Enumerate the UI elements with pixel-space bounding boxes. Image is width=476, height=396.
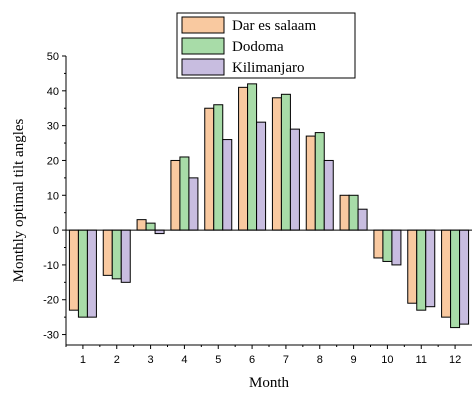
y-tick-label: -10	[43, 260, 59, 272]
x-tick-label: 8	[317, 354, 323, 366]
bar-dodoma-month-12	[450, 229, 461, 329]
bar-kilimanjaro-month-5	[222, 139, 233, 231]
legend: Dar es salaam Dodoma Kilimanjaro	[176, 12, 356, 79]
bar-dar-es-salaam-month-5	[204, 107, 215, 231]
y-tick-label: 50	[47, 51, 59, 63]
bar-dodoma-month-5	[213, 104, 224, 231]
bar-dar-es-salaam-month-9	[339, 194, 350, 231]
legend-swatch	[181, 16, 225, 34]
y-ticks: -30 -20 -10 0 10 20 30 40 50	[43, 51, 66, 342]
bar-dodoma-month-2	[111, 229, 122, 280]
bar-kilimanjaro-month-4	[188, 177, 199, 231]
bar-kilimanjaro-month-3	[154, 229, 165, 235]
y-tick-label: -20	[43, 295, 59, 307]
x-tick-label: 2	[114, 354, 120, 366]
bar-kilimanjaro-month-6	[256, 121, 267, 231]
bar-dodoma-month-9	[348, 194, 359, 231]
bar-dar-es-salaam-month-2	[102, 229, 113, 276]
x-tick-label: 1	[80, 354, 86, 366]
bar-dodoma-month-10	[382, 229, 393, 262]
y-axis-title: Monthly optimal tilt angles	[11, 118, 27, 282]
bar-kilimanjaro-month-12	[459, 229, 470, 325]
bar-dar-es-salaam-month-6	[238, 86, 249, 231]
x-tick-label: 10	[381, 354, 393, 366]
bar-dodoma-month-4	[179, 156, 190, 231]
legend-label: Kilimanjaro	[232, 60, 304, 76]
bar-dodoma-month-7	[280, 93, 291, 231]
bar-kilimanjaro-month-8	[323, 159, 334, 231]
legend-label: Dar es salaam	[232, 18, 316, 34]
bar-kilimanjaro-month-9	[357, 208, 368, 231]
x-tick-label: 7	[283, 354, 289, 366]
bar-dar-es-salaam-month-7	[271, 97, 282, 231]
y-tick-label: 30	[47, 121, 59, 133]
y-tick-label: 0	[53, 225, 59, 237]
x-tick-label: 3	[148, 354, 154, 366]
bar-dodoma-month-3	[145, 222, 156, 231]
bar-dodoma-month-1	[77, 229, 88, 318]
bar-dodoma-month-11	[416, 229, 427, 311]
y-tick-label: -30	[43, 330, 59, 342]
bar-kilimanjaro-month-2	[120, 229, 131, 283]
x-ticks: 1 2 3 4 5 6 7 8 9 10 11 12	[65, 345, 461, 366]
bar-dar-es-salaam-month-10	[373, 229, 384, 259]
x-tick-label: 6	[249, 354, 255, 366]
bar-dar-es-salaam-month-1	[68, 229, 79, 311]
x-axis-title: Month	[249, 375, 290, 391]
y-tick-label: 20	[47, 155, 59, 167]
bar-dar-es-salaam-month-4	[170, 159, 181, 231]
x-tick-label: 5	[215, 354, 221, 366]
x-tick-label: 12	[449, 354, 461, 366]
legend-label: Dodoma	[232, 39, 284, 55]
x-tick-label: 11	[416, 354, 427, 366]
x-tick-label: 4	[181, 354, 187, 366]
y-tick-label: 10	[47, 190, 59, 202]
legend-swatch	[181, 58, 225, 76]
bars-group	[68, 83, 470, 329]
bar-dar-es-salaam-month-12	[441, 229, 452, 318]
bar-kilimanjaro-month-1	[86, 229, 97, 318]
bar-dar-es-salaam-month-3	[136, 219, 147, 231]
legend-swatch	[181, 37, 225, 55]
bar-kilimanjaro-month-10	[391, 229, 402, 266]
bar-dar-es-salaam-month-8	[305, 135, 316, 231]
bar-kilimanjaro-month-11	[425, 229, 436, 308]
y-tick-label: 40	[47, 86, 59, 98]
bar-dodoma-month-6	[247, 83, 258, 231]
bar-dodoma-month-8	[314, 132, 325, 231]
bar-kilimanjaro-month-7	[289, 128, 300, 231]
x-tick-label: 9	[351, 354, 357, 366]
bar-dar-es-salaam-month-11	[407, 229, 418, 304]
